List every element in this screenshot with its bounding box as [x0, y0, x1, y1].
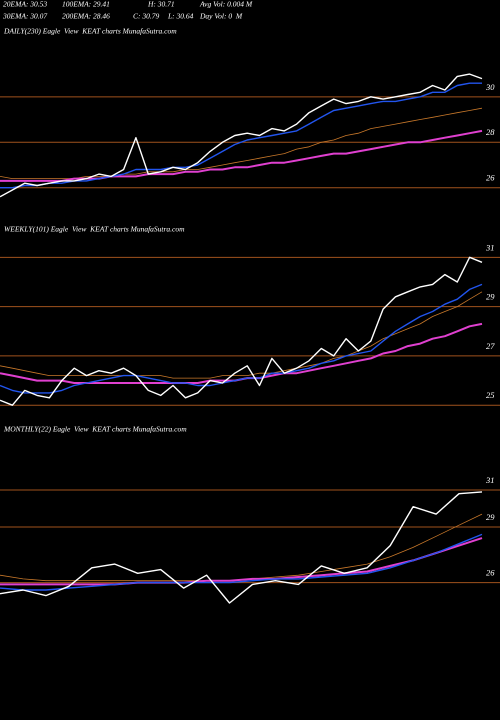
header-stat: Day Vol: 0 M [199, 12, 243, 21]
y-tick-label: 31 [485, 242, 495, 252]
y-tick-label: 26 [486, 568, 495, 578]
price-line [0, 533, 483, 591]
price-line [0, 537, 483, 586]
price-line [0, 129, 483, 182]
y-tick-label: 30 [485, 82, 495, 92]
header-stat: 30EMA: 30.07 [2, 12, 47, 21]
price-line [0, 73, 483, 198]
price-line [0, 107, 483, 180]
header-stat: H: 30.71 [147, 0, 175, 9]
header-stat: Avg Vol: 0.004 M [199, 0, 253, 9]
y-tick-label: 28 [486, 127, 495, 137]
y-tick-label: 29 [486, 512, 495, 522]
price-line [0, 322, 483, 384]
price-line [0, 513, 483, 582]
price-line [0, 256, 483, 406]
price-line [0, 283, 483, 394]
header-stat: C: 30.79 [133, 12, 160, 21]
header-stat: 20EMA: 30.53 [3, 0, 47, 9]
header-stat: 100EMA: 29.41 [62, 0, 110, 9]
y-tick-label: 25 [486, 390, 495, 400]
y-tick-label: 31 [485, 475, 495, 485]
price-line [0, 291, 483, 379]
panel-title: MONTHLY(22) Eagle View KEAT charts Munaf… [3, 425, 187, 434]
y-tick-label: 29 [486, 292, 495, 302]
panel-title: WEEKLY(101) Eagle View KEAT charts Munaf… [4, 225, 185, 234]
price-line [0, 491, 483, 604]
header-stat: L: 30.64 [167, 12, 194, 21]
panel-title: DAILY(230) Eagle View KEAT charts Munafa… [3, 27, 177, 36]
price-line [0, 82, 482, 189]
y-tick-label: 27 [486, 341, 495, 351]
header-stat: 200EMA: 28.46 [62, 12, 110, 21]
y-tick-label: 26 [486, 173, 495, 183]
